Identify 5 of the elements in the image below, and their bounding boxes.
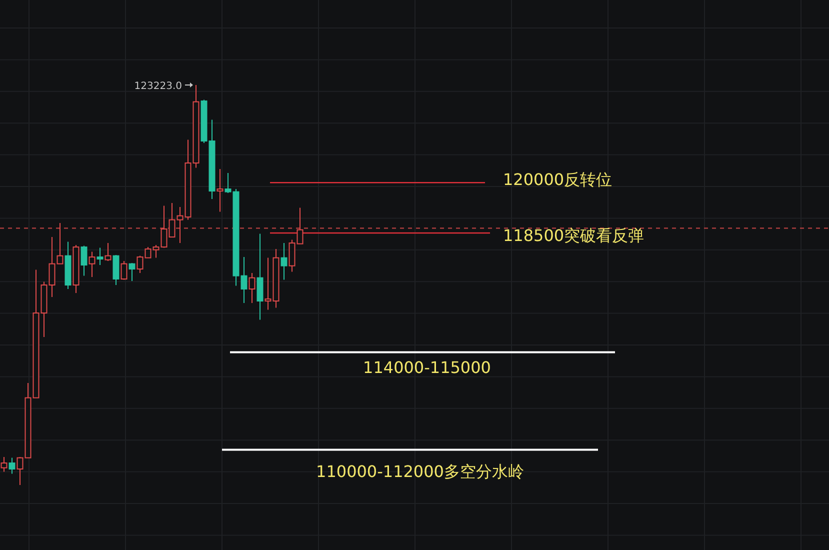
text: 110000-112000多空分水岭 bbox=[316, 462, 524, 481]
text: 114000-115000 bbox=[363, 358, 491, 377]
annotation: 123223.0 bbox=[134, 81, 182, 92]
text: 118500突破看反弹 bbox=[503, 226, 644, 245]
text: 120000反转位 bbox=[503, 170, 612, 189]
